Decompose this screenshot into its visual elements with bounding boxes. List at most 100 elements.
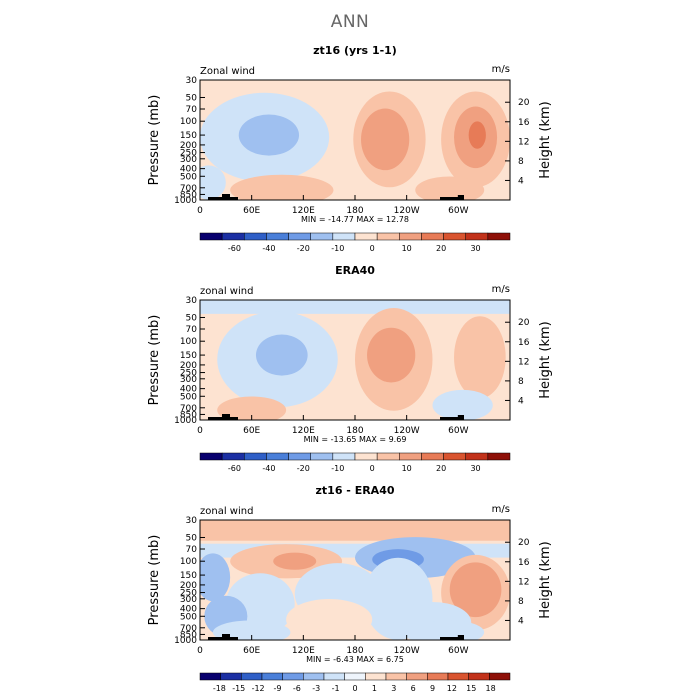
longitude-tick-label: 120W <box>394 426 420 436</box>
colorbar-swatch <box>244 452 267 461</box>
topography <box>208 634 464 640</box>
colorbar-label: 18 <box>486 684 496 693</box>
pressure-tick-label: 850 <box>180 630 197 640</box>
contour-region <box>415 620 485 640</box>
colorbar-label: 9 <box>430 684 435 693</box>
units-label: m/s <box>492 64 510 75</box>
pressure-tick-label: 400 <box>180 605 197 615</box>
colorbar-swatch <box>344 672 366 681</box>
variable-label: zonal wind <box>200 286 253 297</box>
pressure-tick-label: 50 <box>186 533 198 543</box>
longitude-tick-label: 180 <box>346 646 363 656</box>
height-tick-label: 4 <box>518 176 524 186</box>
longitude-tick-label: 0 <box>197 206 203 216</box>
pressure-tick-label: 70 <box>186 545 198 555</box>
colorbar-label: -10 <box>331 244 344 253</box>
pressure-tick-label: 200 <box>180 141 197 151</box>
pressure-tick-label: 70 <box>186 325 198 335</box>
colorbar-label: -60 <box>228 464 241 473</box>
topography-block <box>208 197 238 200</box>
colorbar-swatch <box>310 452 334 461</box>
height-tick-label: 16 <box>518 558 530 568</box>
longitude-tick-label: 60E <box>243 426 260 436</box>
colorbar-label: -40 <box>262 244 275 253</box>
variable-label: Zonal wind <box>200 66 255 77</box>
contour-region <box>212 620 291 640</box>
pressure-tick-label: 700 <box>180 404 197 414</box>
contour-region <box>432 389 493 420</box>
colorbar-swatch <box>468 672 490 681</box>
colorbar-swatch <box>354 232 378 241</box>
height-tick-label: 4 <box>518 616 524 626</box>
contour-region <box>273 552 317 570</box>
panel-1: zt16 (yrs 1-1)Zonal wind m/s3050701001502… <box>147 44 553 253</box>
pressure-tick-label: 250 <box>180 589 197 599</box>
min-max-stats: MIN = -6.43 MAX = 6.75 <box>306 655 404 664</box>
topography-block <box>440 417 464 420</box>
longitude-tick-label: 0 <box>197 426 203 436</box>
contour-region <box>367 327 416 383</box>
pressure-tick-label: 500 <box>180 612 197 622</box>
longitude-tick-label: 60W <box>448 206 468 216</box>
topography-block <box>222 634 230 637</box>
pressure-tick-label: 500 <box>180 172 197 182</box>
colorbar-swatch <box>487 452 511 461</box>
colorbar-swatch <box>365 672 387 681</box>
topography-block <box>440 637 464 640</box>
colorbar-swatch <box>199 232 223 241</box>
colorbar-swatch <box>421 452 444 461</box>
contour-region <box>468 121 486 149</box>
topography-block <box>458 635 464 637</box>
colorbar-label: -18 <box>213 684 226 693</box>
colorbar-label: 1 <box>372 684 377 693</box>
colorbar-swatch <box>221 232 245 241</box>
height-tick-label: 20 <box>518 538 530 548</box>
contour-band <box>200 520 510 541</box>
contour-region <box>454 316 506 399</box>
topography-block <box>222 194 230 197</box>
contour-region <box>230 174 334 200</box>
pressure-tick-label: 1000 <box>174 416 197 426</box>
colorbar-label: 10 <box>402 244 412 253</box>
contour-band <box>200 300 510 314</box>
height-tick-label: 8 <box>518 377 524 387</box>
colorbar-swatch <box>332 232 356 241</box>
pressure-tick-label: 30 <box>186 296 198 306</box>
longitude-tick-label: 180 <box>346 206 363 216</box>
pressure-tick-label: 300 <box>180 595 197 605</box>
contour-field <box>200 80 510 200</box>
pressure-tick-label: 30 <box>186 76 198 86</box>
longitude-tick-label: 120W <box>394 206 420 216</box>
pressure-tick-label: 1000 <box>174 196 197 206</box>
colorbar-label: 30 <box>470 244 480 253</box>
colorbar-swatch <box>447 672 469 681</box>
pressure-tick-label: 200 <box>180 581 197 591</box>
colorbar-label: -3 <box>312 684 320 693</box>
colorbar-label: -20 <box>297 464 310 473</box>
colorbar: -60 -40 -20 -10 0 10 20 30 <box>199 232 511 253</box>
topography-block <box>440 197 464 200</box>
colorbar-swatch <box>288 452 311 461</box>
height-tick-label: 16 <box>518 118 530 128</box>
height-tick-label: 12 <box>518 577 529 587</box>
longitude-tick-label: 120E <box>292 426 315 436</box>
colorbar: -18 -15 -12 -9 -6 -3 -1 0 1 3 6 9 12 15 18 <box>199 672 511 693</box>
pressure-tick-label: 850 <box>180 410 197 420</box>
topography-block <box>458 195 464 197</box>
contour-region <box>361 108 410 171</box>
colorbar-label: 15 <box>466 684 476 693</box>
colorbar-label: 20 <box>436 244 446 253</box>
colorbar-swatch <box>244 232 267 241</box>
colorbar-swatch <box>465 452 489 461</box>
pressure-tick-label: 1000 <box>174 636 197 646</box>
colorbar-swatch <box>385 672 407 681</box>
topography-block <box>222 414 230 417</box>
contour-region <box>200 165 226 200</box>
pressure-tick-label: 70 <box>186 105 198 115</box>
contour-region <box>449 562 502 618</box>
colorbar-label: 3 <box>391 684 396 693</box>
contour-region <box>415 176 485 200</box>
longitude-tick-label: 60E <box>243 646 260 656</box>
colorbar-swatch <box>332 452 356 461</box>
